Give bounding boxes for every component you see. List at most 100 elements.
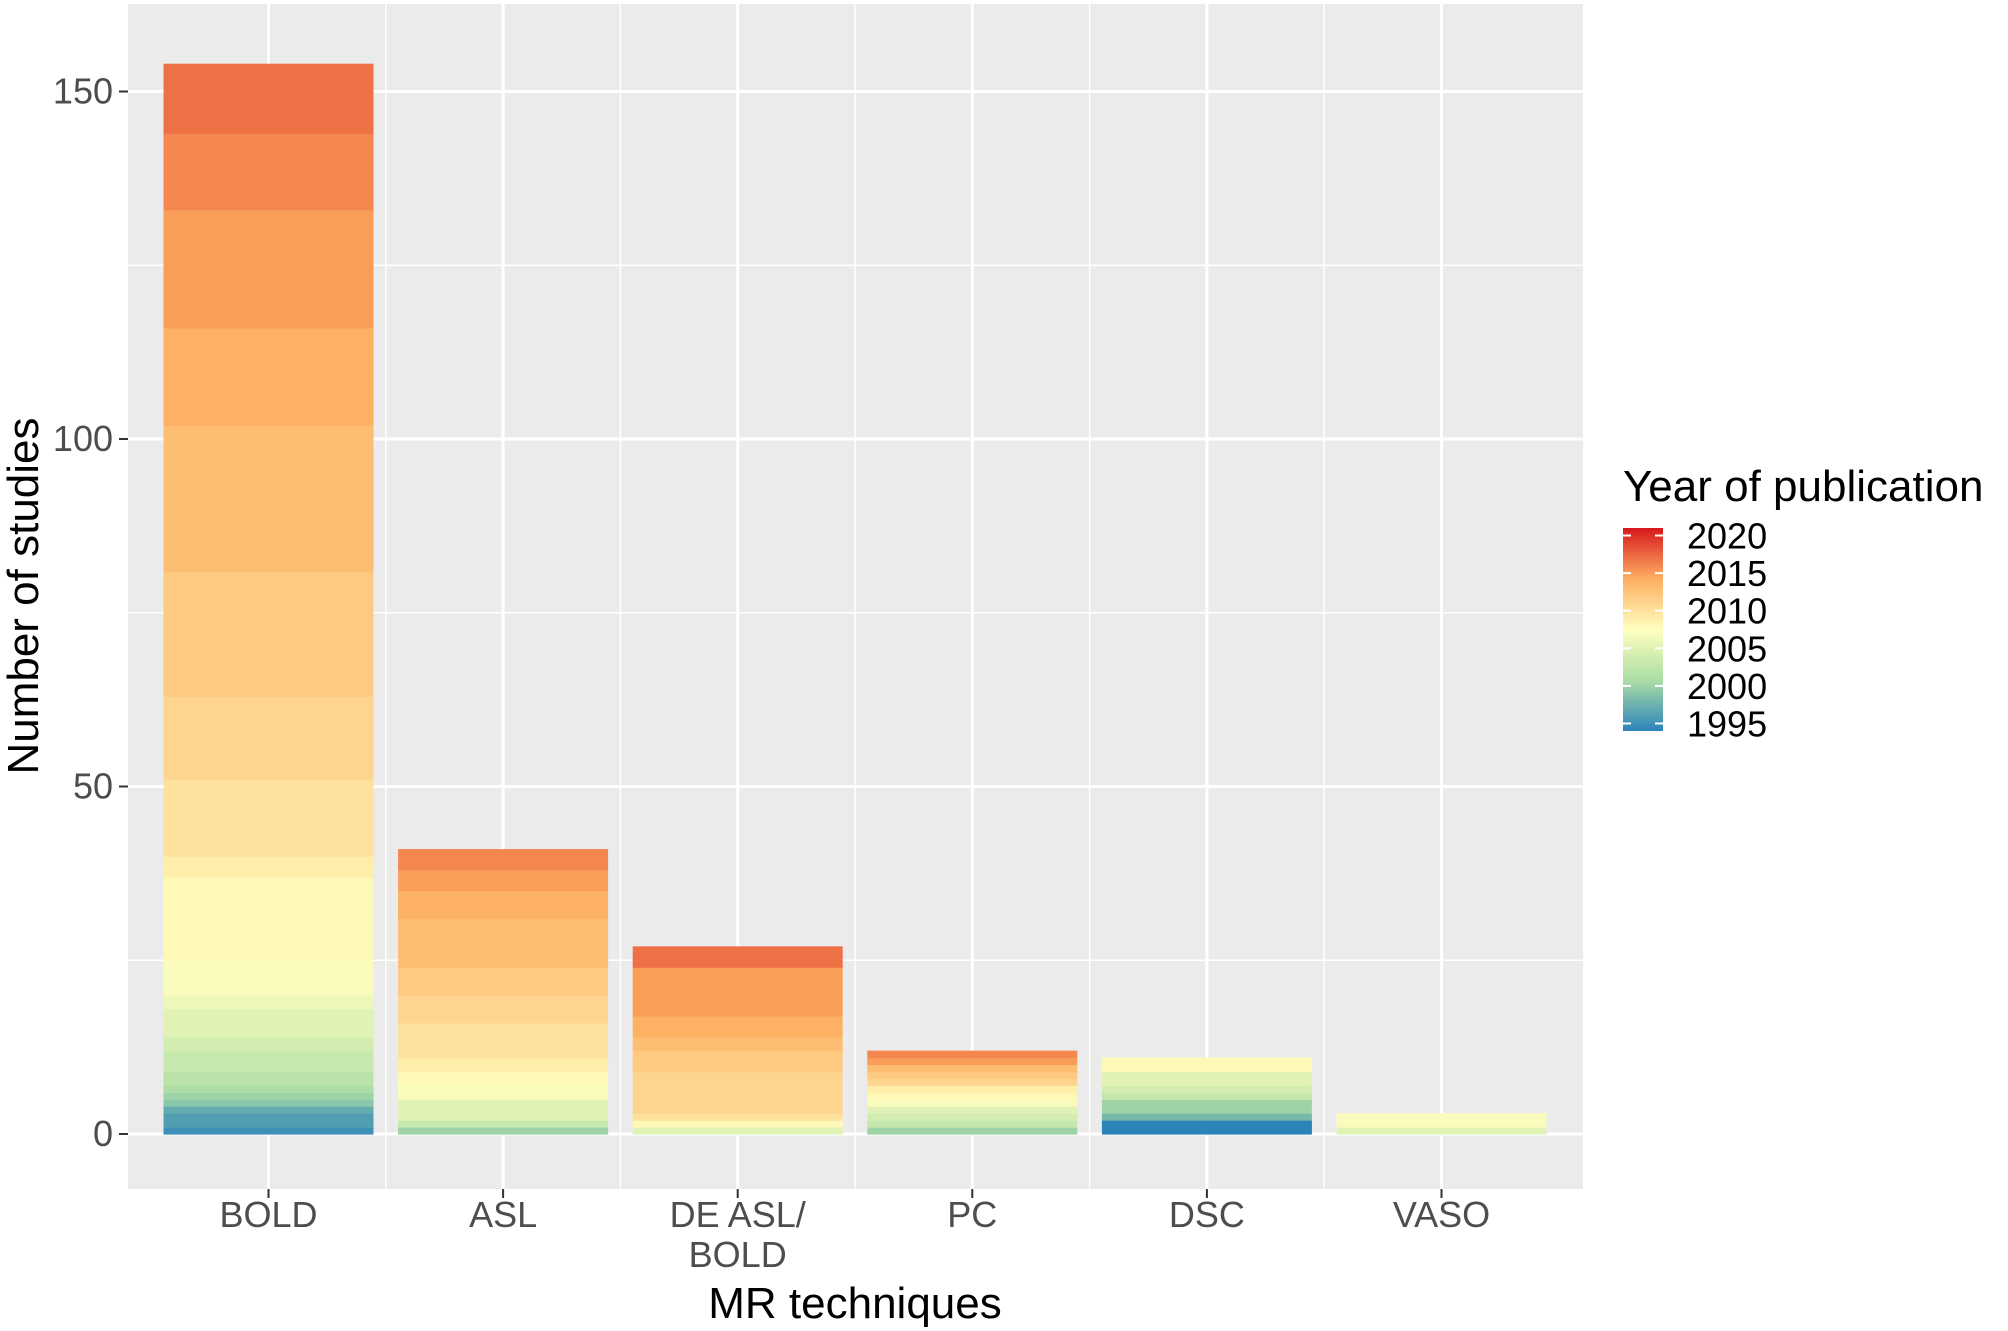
bar-segment [163,1106,374,1114]
bar-segment [867,1078,1078,1086]
legend-label: 2000 [1687,666,1767,707]
legend-label: 2020 [1687,516,1767,557]
bar-stack [632,946,843,1135]
x-tick-label-line: BOLD [689,1234,787,1275]
y-axis-title: Number of studies [0,417,48,774]
bar-segment [867,1092,1078,1100]
bar-segment [398,1071,609,1086]
bar-segment [867,1057,1078,1066]
x-axis: BOLD ASL DE ASL/BOLD PC DSC VASO [219,1189,1490,1275]
y-tick-label: 50 [73,766,113,807]
bar-stack [1101,1057,1312,1135]
bar-stack [867,1050,1078,1135]
bar-segment [163,995,374,1010]
bar-segment [632,1120,843,1128]
bar-segment [632,946,843,968]
bar-segment [867,1106,1078,1114]
legend-colorbar [1623,528,1663,731]
x-axis-title: MR techniques [708,1279,1001,1328]
bar-segment [867,1113,1078,1121]
bar-segment [1336,1127,1547,1135]
x-tick-label-line: ASL [469,1194,537,1235]
bar-segment [398,1057,609,1073]
bar-segment [163,876,374,961]
bar-segment [1336,1113,1547,1128]
bar-segment [163,960,374,996]
bar-segment [398,1099,609,1121]
bar-segment [163,1050,374,1073]
x-tick-label-line: DSC [1169,1194,1245,1235]
bar-segment [163,63,374,134]
bar-segment [632,1113,843,1121]
x-tick-label: DSC [1169,1194,1245,1235]
x-tick-label: ASL [469,1194,537,1235]
bar-segment [163,209,374,329]
bar-stack [398,849,609,1135]
y-tick-label: 100 [53,418,113,459]
y-axis: 0 50 100 150 [53,71,128,1154]
bar-segment [398,1127,609,1135]
bar-segment [163,696,374,781]
x-tick-label-line: VASO [1393,1194,1490,1235]
bar-segment [867,1064,1078,1073]
bar-segment [163,1092,374,1100]
bar-segment [398,1120,609,1128]
bar-segment [398,1085,609,1100]
legend-label: 2010 [1687,591,1767,632]
bar-segment [163,327,374,426]
bar-segment [867,1050,1078,1059]
legend-label: 2015 [1687,553,1767,594]
bar-segment [398,1022,609,1059]
legend: Year of publication 20202015201020052000… [1623,462,1983,744]
legend-label: 2005 [1687,628,1767,669]
legend-label: 1995 [1687,703,1767,744]
bar-segment [163,856,374,878]
bar-segment [163,779,374,857]
bar-segment [632,1015,843,1038]
x-tick-label: BOLD [219,1194,317,1235]
bar-segment [163,425,374,572]
bar-segment [163,1127,374,1135]
bar-segment [163,1071,374,1086]
bar-segment [632,1127,843,1135]
bar-segment [632,1050,843,1073]
x-tick-label: DE ASL/BOLD [670,1194,806,1275]
bar-segment [163,133,374,211]
bar-segment [398,918,609,968]
bar-segment [163,571,374,697]
bar-segment [867,1127,1078,1135]
bar-segment [867,1071,1078,1079]
bar-segment [632,1036,843,1052]
bar-segment [867,1085,1078,1093]
bar-segment [163,1008,374,1038]
bar-segment [1101,1099,1312,1114]
bar-segment [1101,1092,1312,1100]
bar-segment [632,1071,843,1114]
bar-segment [1101,1113,1312,1121]
bar-segment [398,869,609,892]
bar-segment [163,1085,374,1093]
y-tick-label: 150 [53,71,113,112]
x-tick-label-line: DE ASL/ [670,1194,806,1235]
bar-segment [1101,1057,1312,1073]
bar-segment [398,849,609,871]
bar-segment [867,1120,1078,1128]
bar-segment [1101,1085,1312,1093]
bar-stack [1336,1113,1547,1135]
stacked-bars [163,63,1547,1135]
x-tick-label-line: PC [947,1194,997,1235]
bar-segment [163,1036,374,1052]
bar-segment [1101,1120,1312,1135]
bar-segment [398,967,609,996]
bar-stack [163,63,374,1135]
bar-segment [632,967,843,1017]
bar-segment [867,1099,1078,1107]
bar-segment [163,1099,374,1107]
bar-segment [1101,1071,1312,1086]
x-tick-label: VASO [1393,1194,1490,1235]
y-tick-label: 0 [93,1113,113,1154]
bar-segment [398,995,609,1024]
x-tick-label: PC [947,1194,997,1235]
